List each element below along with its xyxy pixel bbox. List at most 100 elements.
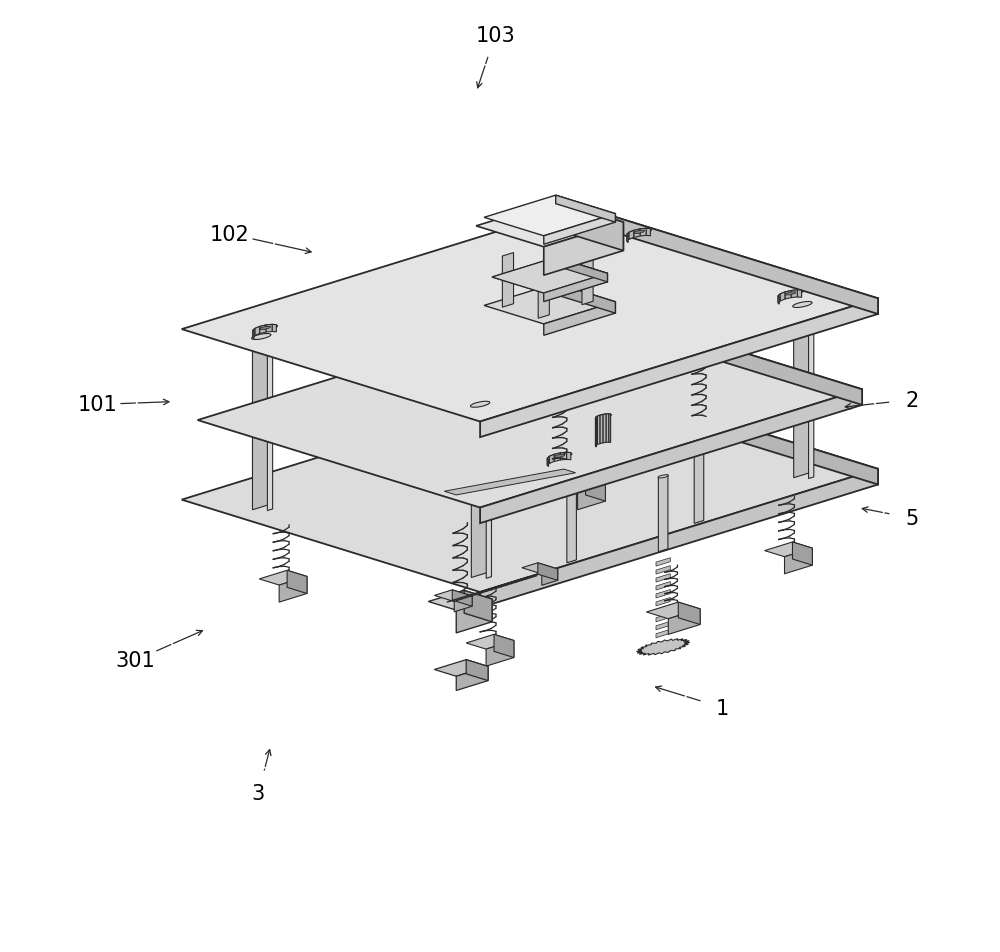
Polygon shape xyxy=(547,459,549,467)
Polygon shape xyxy=(568,362,570,390)
Polygon shape xyxy=(634,231,644,234)
Polygon shape xyxy=(522,564,558,574)
Polygon shape xyxy=(607,401,679,423)
Polygon shape xyxy=(641,325,665,351)
Polygon shape xyxy=(656,566,670,574)
Polygon shape xyxy=(809,307,814,479)
Polygon shape xyxy=(182,377,878,592)
Polygon shape xyxy=(266,325,272,332)
Polygon shape xyxy=(253,325,278,332)
Polygon shape xyxy=(658,475,668,479)
Text: 103: 103 xyxy=(475,26,515,46)
Polygon shape xyxy=(555,455,565,458)
Polygon shape xyxy=(785,291,791,300)
Polygon shape xyxy=(572,360,575,388)
Polygon shape xyxy=(793,302,812,308)
Polygon shape xyxy=(253,329,255,338)
Polygon shape xyxy=(570,361,572,389)
Polygon shape xyxy=(444,469,576,495)
Polygon shape xyxy=(542,569,558,585)
Polygon shape xyxy=(456,666,488,691)
Polygon shape xyxy=(554,453,560,462)
Polygon shape xyxy=(484,284,615,325)
Polygon shape xyxy=(646,603,700,619)
Polygon shape xyxy=(600,415,603,445)
Polygon shape xyxy=(538,265,549,319)
Text: 102: 102 xyxy=(210,225,250,245)
Polygon shape xyxy=(578,359,581,387)
Polygon shape xyxy=(287,570,307,594)
Polygon shape xyxy=(556,196,615,223)
Polygon shape xyxy=(656,574,670,583)
Polygon shape xyxy=(556,202,623,251)
Polygon shape xyxy=(580,377,878,485)
Polygon shape xyxy=(567,453,571,460)
Polygon shape xyxy=(694,446,704,450)
Polygon shape xyxy=(797,290,802,298)
Polygon shape xyxy=(547,457,549,466)
Text: 2: 2 xyxy=(906,390,919,410)
Polygon shape xyxy=(434,660,488,677)
Polygon shape xyxy=(279,577,307,603)
Polygon shape xyxy=(575,359,578,388)
Polygon shape xyxy=(694,447,704,524)
Polygon shape xyxy=(471,402,489,578)
Polygon shape xyxy=(480,390,862,524)
Polygon shape xyxy=(656,590,670,598)
Polygon shape xyxy=(434,590,472,602)
Polygon shape xyxy=(470,402,490,407)
Polygon shape xyxy=(656,605,670,614)
Polygon shape xyxy=(603,414,606,444)
Polygon shape xyxy=(560,453,567,461)
Polygon shape xyxy=(668,609,700,635)
Polygon shape xyxy=(476,202,623,248)
Polygon shape xyxy=(606,414,609,443)
Polygon shape xyxy=(567,486,576,564)
Polygon shape xyxy=(492,258,607,294)
Polygon shape xyxy=(578,485,605,510)
Polygon shape xyxy=(259,570,307,585)
Polygon shape xyxy=(649,320,665,345)
Polygon shape xyxy=(785,548,812,574)
Polygon shape xyxy=(637,639,690,655)
Polygon shape xyxy=(656,629,670,638)
Polygon shape xyxy=(794,303,811,478)
Polygon shape xyxy=(590,239,595,411)
Polygon shape xyxy=(627,233,629,242)
Polygon shape xyxy=(780,292,785,302)
Polygon shape xyxy=(544,214,615,245)
Text: 101: 101 xyxy=(77,395,117,415)
Polygon shape xyxy=(267,339,273,511)
Polygon shape xyxy=(456,600,492,633)
Polygon shape xyxy=(640,229,646,237)
Polygon shape xyxy=(486,641,514,666)
Polygon shape xyxy=(627,229,652,237)
Polygon shape xyxy=(609,414,611,443)
Polygon shape xyxy=(765,543,812,557)
Polygon shape xyxy=(544,274,607,302)
Polygon shape xyxy=(544,303,615,336)
Polygon shape xyxy=(778,294,780,304)
Polygon shape xyxy=(627,235,628,244)
Polygon shape xyxy=(791,290,797,298)
Polygon shape xyxy=(785,292,796,296)
Polygon shape xyxy=(544,223,623,276)
Polygon shape xyxy=(656,582,670,590)
Polygon shape xyxy=(575,235,592,410)
Text: 301: 301 xyxy=(115,650,155,670)
Polygon shape xyxy=(597,416,600,446)
Polygon shape xyxy=(252,334,270,510)
Polygon shape xyxy=(480,299,878,438)
Polygon shape xyxy=(549,455,554,464)
Polygon shape xyxy=(656,614,670,623)
Polygon shape xyxy=(658,475,668,552)
Polygon shape xyxy=(253,331,254,339)
Polygon shape xyxy=(466,635,514,649)
Polygon shape xyxy=(582,250,593,306)
Polygon shape xyxy=(260,326,266,334)
Polygon shape xyxy=(260,327,270,330)
Polygon shape xyxy=(547,453,572,461)
Polygon shape xyxy=(586,479,605,502)
Polygon shape xyxy=(580,207,878,314)
Polygon shape xyxy=(639,410,679,446)
